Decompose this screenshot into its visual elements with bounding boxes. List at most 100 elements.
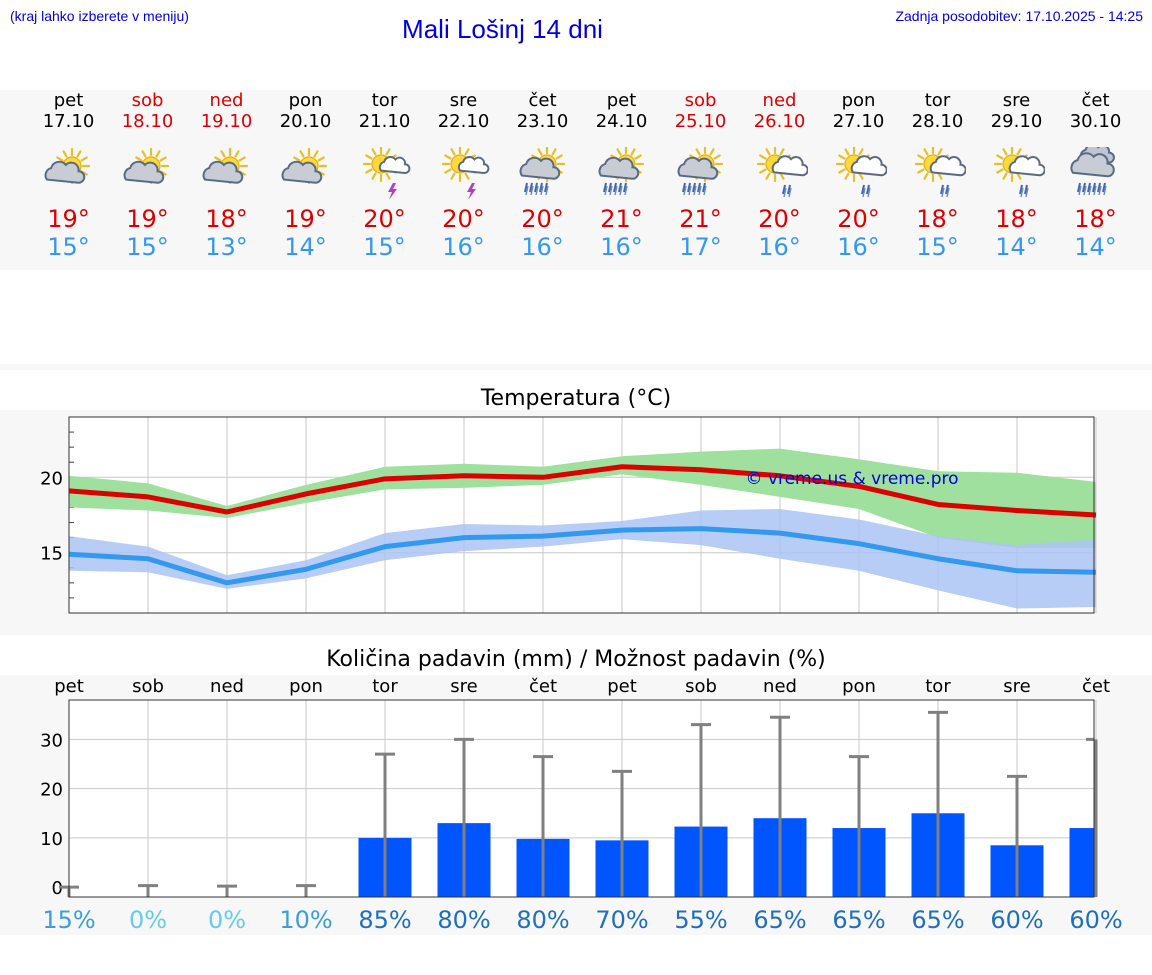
rain-drop (539, 185, 544, 196)
sun-ray (370, 148, 377, 156)
rain-drop (786, 184, 791, 195)
day-date: 21.10 (358, 111, 411, 132)
sun-ray (633, 154, 642, 160)
rain-drop (622, 182, 627, 193)
cloud-shape (1069, 152, 1115, 178)
sun-ray (449, 148, 456, 156)
sun-ray (1015, 148, 1022, 156)
rain-drop (701, 182, 706, 193)
sun-ray (995, 154, 1004, 160)
cloud-shape (378, 156, 410, 175)
y-tick-label: 30 (40, 730, 63, 751)
rain-drop (1082, 185, 1087, 196)
rain-drop (623, 185, 628, 196)
sun-ray (292, 156, 301, 162)
x-day-label: ned (763, 676, 797, 697)
x-day-label: čet (1082, 676, 1110, 697)
forecast-day: čet 30.10 18° 14° (1056, 90, 1135, 270)
max-temp: 19° (47, 205, 90, 233)
forecast-day: ned 19.10 18° 13° (187, 90, 266, 270)
cloud-shape (281, 160, 322, 184)
max-temp: 18° (916, 205, 959, 233)
sun-ray (154, 150, 161, 158)
day-date: 28.10 (911, 111, 964, 132)
daily-forecast: pet 17.10 19° 15° sob 18.10 19° 15° ned … (29, 90, 1135, 270)
precipitation-chart-title: Količina padavin (mm) / Možnost padavin … (326, 647, 826, 672)
sun-ray (364, 154, 373, 160)
sun-cloud-icon (44, 147, 90, 185)
precip-probability: 60% (990, 906, 1043, 934)
min-temp: 14° (284, 233, 327, 261)
sun-ray (370, 172, 377, 180)
sun-ray (1001, 148, 1008, 156)
sun-ray (443, 154, 452, 160)
max-temp: 20° (521, 205, 564, 233)
precipitation-chart: pet sob ned pon tor sre čet pet sob ned pon tor sre č… (40, 676, 1123, 934)
sun-cloud-icon (281, 147, 327, 185)
min-temp: 15° (47, 233, 90, 261)
sun-ray (916, 154, 925, 160)
rain-drop (691, 182, 696, 193)
max-temp: 20° (442, 205, 485, 233)
rain-drop (866, 187, 871, 198)
day-name: sre (1002, 90, 1031, 111)
rain-drop (607, 182, 612, 193)
day-date: 19.10 (200, 111, 253, 132)
sun-ray (758, 168, 767, 174)
sun-ray (550, 148, 557, 156)
sun-cloud-icon (123, 147, 169, 185)
day-name: ned (762, 90, 797, 111)
sun-ray (764, 148, 771, 156)
sun-light-rain-icon (756, 147, 808, 198)
sun-ray (708, 148, 715, 156)
rain-drop (1102, 185, 1107, 196)
rain-drop (1096, 182, 1101, 193)
day-name: pet (606, 90, 637, 111)
rain-drop (544, 185, 549, 196)
cloud-shape (123, 160, 164, 184)
rain-drop (681, 182, 686, 193)
y-tick-label: 20 (40, 468, 63, 489)
last-update: Zadnja posodobitev: 17.10.2025 - 14:25 (895, 8, 1143, 24)
cloud-shape (1008, 155, 1045, 177)
max-temp: 18° (995, 205, 1038, 233)
x-day-label: čet (529, 676, 557, 697)
sun-ray (237, 156, 246, 162)
rain-drop (1101, 182, 1106, 193)
sun-ray (778, 148, 785, 156)
min-temp: 17° (679, 233, 722, 261)
min-temp: 14° (995, 233, 1038, 261)
rain-drop (692, 185, 697, 196)
sun-ray (75, 150, 82, 158)
rain-drop (612, 182, 617, 193)
rain-drop (1087, 185, 1092, 196)
rain-drop (1097, 185, 1102, 196)
forecast-day: sob 25.10 21° 17° (661, 90, 740, 270)
sun-ray (995, 168, 1004, 174)
rain-drop (861, 187, 866, 198)
sun-light-rain-icon (914, 147, 966, 198)
sun-cloud-icon (202, 147, 248, 185)
day-name: tor (924, 90, 951, 111)
rain-drop (1092, 185, 1097, 196)
max-temp: 18° (1074, 205, 1117, 233)
precip-probability: 80% (437, 906, 490, 934)
sun-ray (61, 150, 68, 158)
sun-ray (922, 148, 929, 156)
sun-ray (536, 148, 543, 156)
sun-ray (158, 156, 167, 162)
forecast-day: čet 23.10 20° 16° (503, 90, 582, 270)
rain-drop (682, 185, 687, 196)
precip-probability: 65% (753, 906, 806, 934)
cloud-shape (929, 155, 966, 177)
day-date: 25.10 (674, 111, 727, 132)
precip-probability: 80% (516, 906, 569, 934)
temperature-chart: 15 20 © vreme.us & vreme.pro (40, 416, 1097, 614)
rain-drop (697, 185, 702, 196)
cloud-rain-icon (1069, 147, 1115, 196)
rain-drop (603, 185, 608, 196)
min-temp: 15° (916, 233, 959, 261)
rain-drop (543, 182, 548, 193)
sun-ray (233, 150, 240, 158)
rain-drop (618, 185, 623, 196)
